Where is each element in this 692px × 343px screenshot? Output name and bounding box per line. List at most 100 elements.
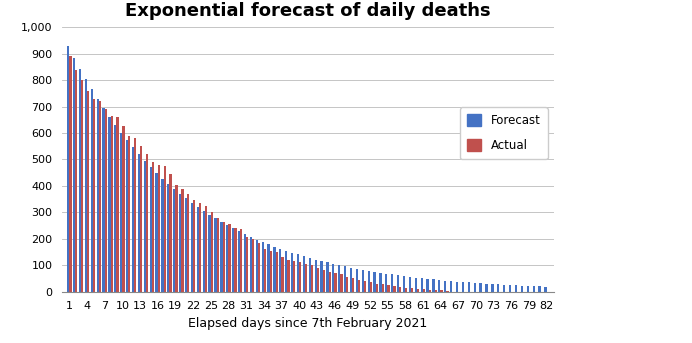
Bar xyxy=(327,262,329,292)
Bar xyxy=(393,286,396,292)
Bar xyxy=(317,268,319,292)
Bar xyxy=(275,252,277,292)
Bar xyxy=(223,222,225,292)
Bar xyxy=(111,116,113,292)
Bar xyxy=(329,272,331,292)
Bar xyxy=(346,277,349,292)
Bar xyxy=(273,247,275,292)
Bar xyxy=(374,272,376,292)
Bar xyxy=(191,203,193,292)
Bar xyxy=(409,277,411,292)
Bar xyxy=(91,89,93,292)
Bar xyxy=(468,283,470,292)
Bar xyxy=(170,174,172,292)
Bar xyxy=(435,290,437,292)
Bar xyxy=(320,261,322,292)
Bar xyxy=(126,140,128,292)
Bar xyxy=(140,146,143,292)
Bar xyxy=(381,284,384,292)
Bar xyxy=(109,117,111,292)
Bar xyxy=(303,256,305,292)
Bar xyxy=(311,265,313,292)
Bar xyxy=(364,281,366,292)
Bar xyxy=(497,284,500,292)
Bar xyxy=(391,274,393,292)
Bar xyxy=(362,270,364,292)
Bar xyxy=(403,276,405,292)
Title: Exponential forecast of daily deaths: Exponential forecast of daily deaths xyxy=(125,2,491,20)
Bar xyxy=(338,265,340,292)
Bar xyxy=(173,189,175,292)
Bar xyxy=(220,222,223,292)
Bar xyxy=(122,127,125,292)
Bar xyxy=(208,215,211,292)
Bar xyxy=(299,262,301,292)
Bar xyxy=(158,165,160,292)
Bar xyxy=(175,185,178,292)
Bar xyxy=(270,251,272,292)
Bar xyxy=(199,203,201,292)
Bar xyxy=(533,286,535,292)
Bar xyxy=(79,69,81,292)
Bar xyxy=(456,282,458,292)
Bar xyxy=(441,291,443,292)
Bar xyxy=(538,286,540,292)
Bar xyxy=(332,264,334,292)
Bar xyxy=(232,228,235,292)
Bar xyxy=(99,102,101,292)
Bar xyxy=(279,249,282,292)
Bar xyxy=(252,239,254,292)
Bar xyxy=(415,277,417,292)
Bar xyxy=(87,91,89,292)
Bar xyxy=(379,273,381,292)
Bar xyxy=(258,243,260,292)
Bar xyxy=(144,161,146,292)
Bar xyxy=(240,229,242,292)
Bar xyxy=(215,218,217,292)
Bar xyxy=(262,242,264,292)
Bar xyxy=(462,282,464,292)
Bar xyxy=(75,70,78,292)
Bar xyxy=(322,270,325,292)
Bar xyxy=(450,281,453,292)
Bar xyxy=(291,253,293,292)
Bar xyxy=(405,287,408,292)
Bar xyxy=(411,288,413,292)
Bar xyxy=(367,271,370,292)
Bar xyxy=(238,232,240,292)
Bar xyxy=(515,285,517,292)
Bar xyxy=(132,147,134,292)
Bar xyxy=(480,283,482,292)
Bar xyxy=(116,117,119,292)
Bar xyxy=(187,194,190,292)
Bar xyxy=(211,212,213,292)
Bar xyxy=(350,268,352,292)
Bar xyxy=(297,255,299,292)
Bar xyxy=(432,280,435,292)
Bar xyxy=(244,234,246,292)
Bar xyxy=(163,166,166,292)
Bar xyxy=(102,108,104,292)
Bar xyxy=(193,200,195,292)
Bar xyxy=(305,264,307,292)
Bar xyxy=(185,199,187,292)
Bar xyxy=(85,79,87,292)
Bar xyxy=(426,279,429,292)
Bar xyxy=(446,291,448,292)
Bar xyxy=(438,280,441,292)
Bar xyxy=(287,260,289,292)
Bar xyxy=(138,154,140,292)
Bar xyxy=(217,217,219,292)
Bar xyxy=(352,278,354,292)
Bar xyxy=(503,285,505,292)
Bar xyxy=(356,269,358,292)
Bar xyxy=(334,273,337,292)
Bar xyxy=(152,162,154,292)
Bar xyxy=(203,211,205,292)
Bar xyxy=(156,173,158,292)
Bar xyxy=(423,289,425,292)
Bar xyxy=(114,125,116,292)
Bar xyxy=(134,138,136,292)
Bar xyxy=(246,237,248,292)
Bar xyxy=(485,284,488,292)
